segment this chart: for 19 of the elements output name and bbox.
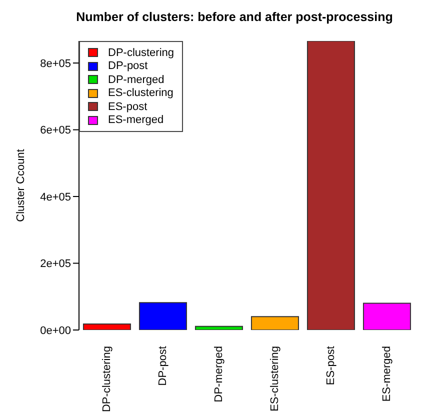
y-tick-label: 4e+05 — [40, 191, 71, 204]
x-tick-label: DP-merged — [213, 346, 225, 402]
chart-title: Number of clusters: before and after post-processing — [75, 10, 394, 24]
legend-label: ES-post — [108, 100, 148, 113]
x-tick-label: ES-clustering — [269, 346, 281, 412]
y-tick-label: 6e+05 — [40, 124, 71, 137]
legend-label: DP-clustering — [108, 46, 174, 59]
y-axis-title: Cluster Ccount — [14, 149, 27, 222]
legend-label: ES-clustering — [108, 87, 174, 100]
y-tick-label: 0e+00 — [40, 324, 71, 337]
x-tick-label: ES-merged — [381, 346, 393, 402]
x-tick-label: DP-post — [157, 346, 169, 386]
legend-label: ES-merged — [108, 114, 164, 126]
y-tick-label: 8e+05 — [40, 58, 71, 70]
y-tick-label: 2e+05 — [40, 258, 71, 270]
legend-label: DP-merged — [108, 74, 164, 86]
x-tick-label: ES-post — [325, 346, 337, 386]
legend-label: DP-post — [108, 60, 148, 72]
x-tick-label: DP-clustering — [101, 346, 113, 412]
